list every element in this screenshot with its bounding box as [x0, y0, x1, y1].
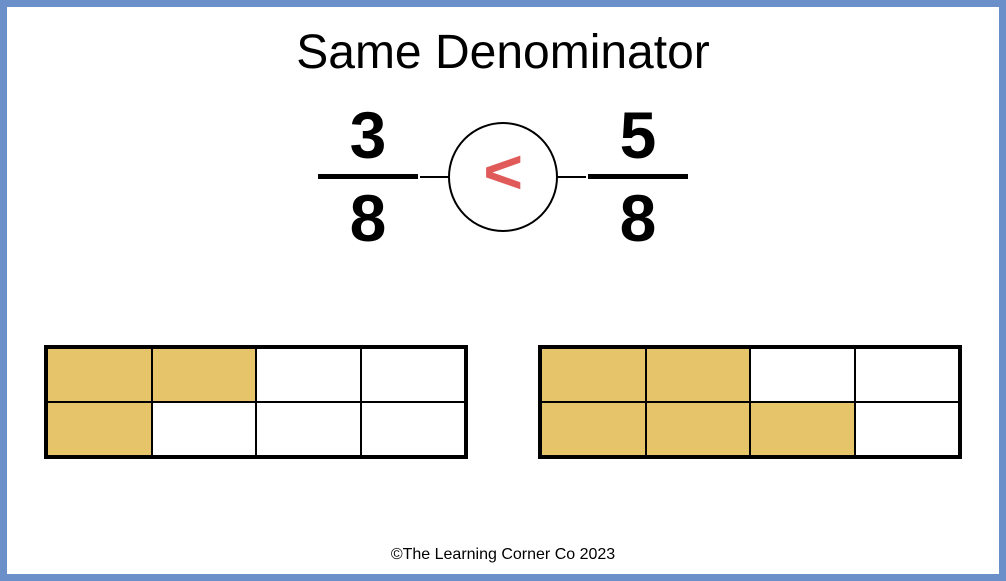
grid-cell	[750, 348, 855, 402]
grid-cell	[855, 402, 960, 456]
grid-cell	[541, 348, 646, 402]
fraction-right-numerator: 5	[620, 102, 657, 168]
fraction-left-bar	[318, 174, 418, 179]
grid-cell	[361, 348, 466, 402]
comparator-circle: <	[448, 122, 558, 232]
fraction-left: 3 8	[318, 102, 418, 251]
fraction-left-denominator: 8	[350, 185, 387, 251]
page-title: Same Denominator	[7, 25, 999, 80]
connector-right	[556, 176, 586, 179]
grid-cell	[750, 402, 855, 456]
comparator-wrap: <	[448, 122, 558, 232]
grid-cell	[256, 402, 361, 456]
grid-cell	[47, 402, 152, 456]
fraction-right-bar	[588, 174, 688, 179]
fraction-right: 5 8	[588, 102, 688, 251]
grids-row	[7, 345, 999, 459]
connector-left	[420, 176, 450, 179]
fraction-right-denominator: 8	[620, 185, 657, 251]
grid-cell	[541, 402, 646, 456]
slide-frame: Same Denominator 3 8 < 5 8 ©The Learning…	[0, 0, 1006, 581]
fractions-row: 3 8 < 5 8	[7, 102, 999, 251]
fraction-left-numerator: 3	[350, 102, 387, 168]
grid-right	[538, 345, 962, 459]
grid-cell	[152, 402, 257, 456]
grid-cell	[646, 402, 751, 456]
comparator-symbol: <	[483, 142, 523, 204]
grid-left	[44, 345, 468, 459]
grid-cell	[256, 348, 361, 402]
footer-copyright: ©The Learning Corner Co 2023	[7, 546, 999, 564]
grid-cell	[855, 348, 960, 402]
grid-cell	[47, 348, 152, 402]
grid-cell	[361, 402, 466, 456]
grid-cell	[646, 348, 751, 402]
grid-cell	[152, 348, 257, 402]
